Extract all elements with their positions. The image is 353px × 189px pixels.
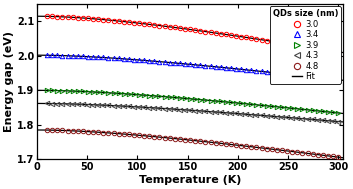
Y-axis label: Energy gap (eV): Energy gap (eV) (4, 31, 14, 132)
Legend: 3.0, 3.4, 3.9, 4.3, 4.8, Fit: 3.0, 3.4, 3.9, 4.3, 4.8, Fit (270, 6, 341, 84)
X-axis label: Temperature (K): Temperature (K) (139, 175, 241, 185)
